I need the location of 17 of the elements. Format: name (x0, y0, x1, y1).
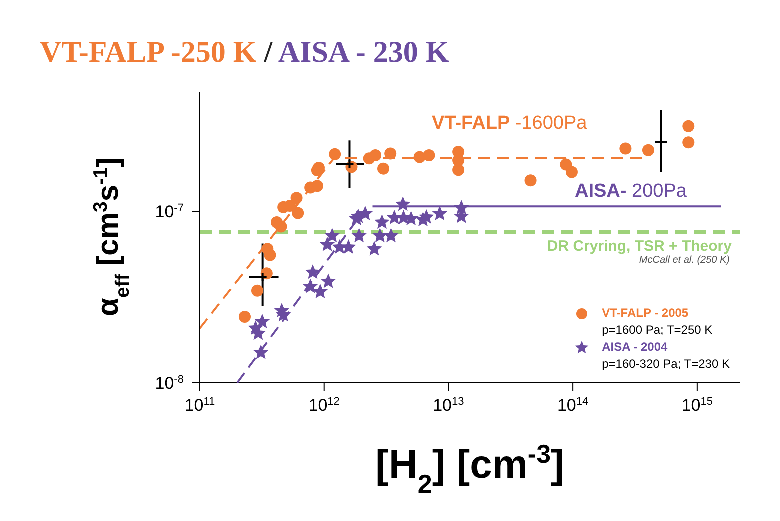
annotation: AISA- 200Pa (575, 181, 687, 203)
annotation: VT-FALP -1600Pa (432, 113, 588, 135)
chart-title: VT-FALP -250 K / AISA - 230 K (40, 36, 450, 69)
x-tick-label: 10$^{14}$ (557, 396, 589, 415)
annotation: p=160-320 Pa; T=230 K (602, 356, 730, 373)
annotation: p=1600 Pa; T=250 K (602, 322, 714, 339)
annotation: McCall et al. (250 K) (639, 255, 730, 266)
ref-line-label: DR Cryring, TSR + Theory (547, 238, 733, 255)
y-tick-label: 10$^{-8}$ (155, 374, 184, 393)
x-tick-label: 10$^{12}$ (308, 396, 340, 415)
y-tick-label: 10$^{-7}$ (155, 202, 184, 222)
legend-label: AISA - 2004 (602, 339, 668, 356)
x-axis-title: [H$_{2}$] [cm$^{-3}$] (376, 439, 564, 499)
x-tick-label: 10$^{13}$ (433, 396, 464, 415)
x-tick-label: 10$^{11}$ (184, 396, 216, 415)
x-tick-label: 10$^{15}$ (682, 396, 714, 415)
legend-label: VT-FALP - 2005 (602, 305, 689, 322)
